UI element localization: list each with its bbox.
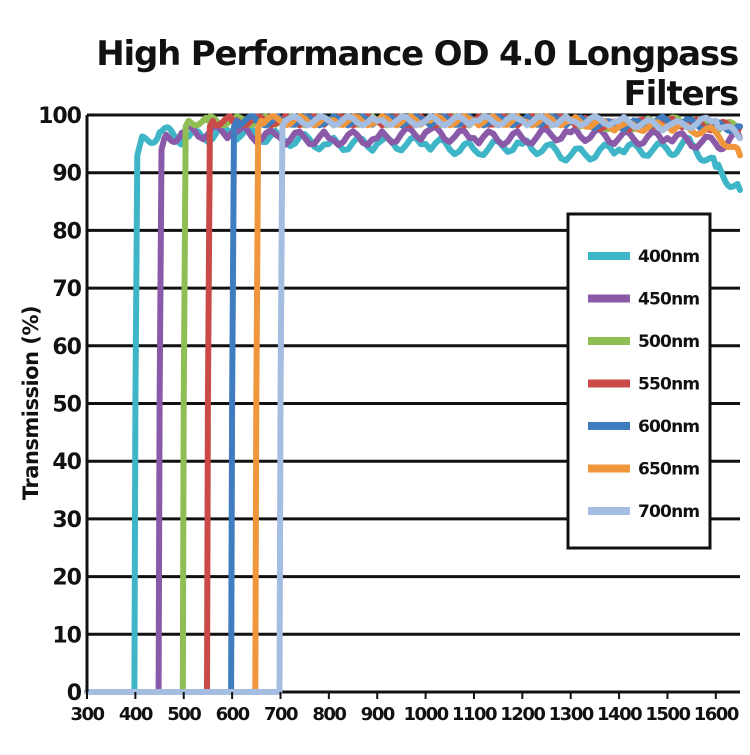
y-tick-label: 0 (67, 681, 82, 706)
y-tick-label: 100 (38, 104, 82, 129)
y-tick-label: 70 (52, 277, 81, 302)
series-line-450nm (84, 122, 743, 695)
y-tick-label: 30 (52, 508, 81, 533)
legend: 400nm 450nm 500nm 550nm 600nm 650nm 700nm (566, 212, 712, 550)
x-tick-label: 600 (216, 704, 250, 725)
x-tick-label: 800 (312, 704, 346, 725)
legend-label: 450nm (638, 290, 699, 310)
series-line-400nm (84, 123, 743, 695)
y-tick-label: 40 (52, 450, 81, 475)
chart-title: High Performance OD 4.0 Longpass Filters (96, 34, 739, 114)
y-tick-label: 80 (52, 219, 81, 244)
y-axis-label: Transmission (%) (19, 306, 43, 500)
legend-label: 550nm (638, 375, 699, 395)
grid-layer (87, 113, 740, 694)
x-tick-label: 1600 (694, 704, 739, 725)
x-tick-label: 300 (70, 704, 104, 725)
y-tick-label: 10 (52, 623, 81, 648)
legend-label: 650nm (638, 460, 699, 480)
x-tick-label: 1100 (452, 704, 497, 725)
legend-label: 400nm (638, 247, 699, 267)
axes-layer: 0 10 20 30 40 50 60 70 80 90 100 300 400 500 600 700 800… (38, 104, 740, 725)
series-layer (84, 113, 743, 695)
legend-label: 600nm (638, 417, 699, 437)
x-tick-label: 1500 (645, 704, 690, 725)
y-tick-label: 90 (52, 162, 81, 187)
legend-label: 500nm (638, 332, 699, 352)
x-tick-label: 1300 (549, 704, 594, 725)
x-tick-label: 400 (119, 704, 153, 725)
y-tick-label: 50 (52, 393, 81, 418)
legend-label: 700nm (638, 502, 699, 522)
x-tick-label: 1000 (404, 704, 449, 725)
x-tick-label: 1200 (500, 704, 545, 725)
y-tick-label: 60 (52, 335, 81, 360)
x-tick-label: 1400 (597, 704, 642, 725)
series-line-700nm (84, 113, 743, 695)
y-tick-label: 20 (52, 566, 81, 591)
x-tick-label: 500 (167, 704, 201, 725)
x-tick-label: 900 (361, 704, 395, 725)
x-tick-label: 700 (264, 704, 298, 725)
